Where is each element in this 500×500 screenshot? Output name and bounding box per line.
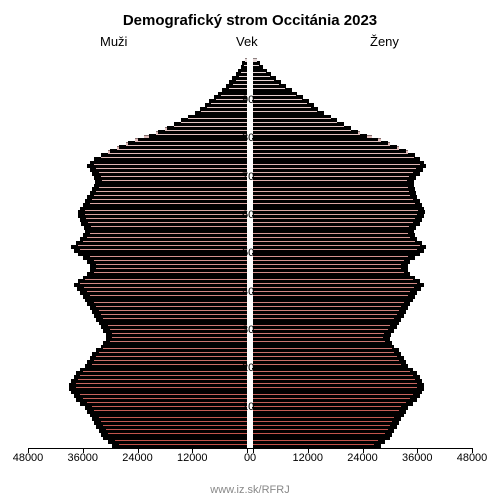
bar-male bbox=[28, 81, 247, 85]
x-tick-label: 24000 bbox=[122, 452, 153, 500]
bar-female bbox=[253, 62, 472, 66]
bar-male bbox=[28, 58, 247, 62]
bar-female bbox=[253, 66, 472, 70]
x-tick-label: 12000 bbox=[177, 452, 208, 500]
bar-male bbox=[28, 77, 247, 81]
label-male: Muži bbox=[100, 34, 127, 49]
x-tick-label: 36000 bbox=[67, 452, 98, 500]
bar-male bbox=[28, 85, 247, 89]
x-tick-label: 36000 bbox=[402, 452, 433, 500]
chart-title: Demografický strom Occitánia 2023 bbox=[0, 12, 500, 29]
x-tick-label: 48000 bbox=[13, 452, 44, 500]
x-tick-label: 12000 bbox=[292, 452, 323, 500]
x-axis bbox=[28, 448, 472, 449]
bar-female bbox=[253, 58, 472, 62]
bar-female bbox=[253, 77, 472, 81]
bar-male bbox=[28, 73, 247, 77]
bar-male bbox=[28, 89, 247, 93]
bar-male bbox=[28, 66, 247, 70]
x-tick-label: 0 bbox=[250, 452, 256, 500]
bar-female bbox=[253, 81, 472, 85]
bar-male bbox=[28, 62, 247, 66]
bar-female bbox=[253, 73, 472, 77]
bar-male bbox=[28, 92, 247, 96]
population-pyramid-chart: Demografický strom Occitánia 2023 Muži V… bbox=[0, 0, 500, 500]
bar-female bbox=[253, 69, 472, 73]
label-age: Vek bbox=[236, 34, 258, 49]
label-female: Ženy bbox=[370, 34, 399, 49]
bar-male bbox=[28, 69, 247, 73]
x-tick-label: 24000 bbox=[347, 452, 378, 500]
x-tick-label: 48000 bbox=[457, 452, 488, 500]
